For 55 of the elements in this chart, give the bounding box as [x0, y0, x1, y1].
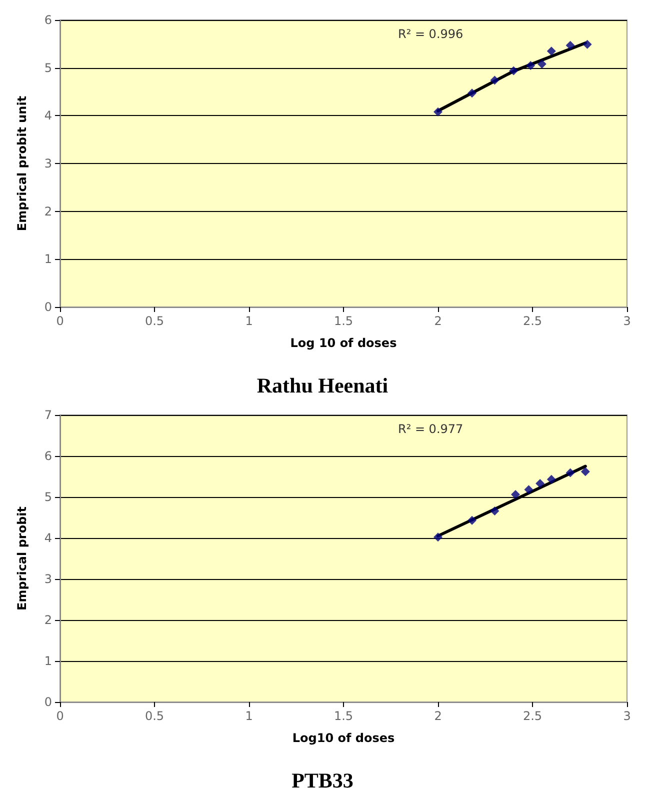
annotation: R² = 0.977 — [398, 422, 464, 436]
y-tick-label: 4 — [44, 108, 52, 123]
x-axis-title: Log10 of doses — [292, 731, 395, 745]
point — [490, 506, 500, 516]
x-tick-label: 3 — [623, 314, 631, 328]
x-tick-label: 1 — [245, 314, 253, 328]
annotation: R² = 0.996 — [398, 27, 464, 41]
y-tick-label: 0 — [44, 300, 52, 314]
y-tick-label: 3 — [44, 156, 52, 170]
point — [566, 468, 575, 478]
y-tick-label: 5 — [44, 490, 52, 504]
point — [434, 107, 442, 116]
text: Rathu Heenati — [256, 374, 388, 398]
point — [546, 46, 556, 56]
x-tick-label: 2 — [434, 314, 442, 328]
y-tick-label: 5 — [44, 60, 52, 75]
x-tick-label: 1.5 — [334, 709, 354, 723]
text: PTB33 — [292, 768, 354, 792]
x-tick-label: 1 — [245, 709, 253, 723]
point — [468, 516, 477, 525]
y-tick-label: 6 — [44, 13, 52, 27]
point — [434, 532, 442, 542]
point — [536, 478, 545, 488]
x-tick-label: 0.5 — [144, 709, 164, 723]
x-tick-label: 3 — [623, 709, 631, 723]
y-tick-label: 3 — [44, 572, 52, 586]
y-tick-label: 1 — [44, 654, 52, 668]
y-tick-label: 2 — [44, 204, 52, 218]
x-tick-label: 0.5 — [144, 314, 164, 328]
point — [526, 60, 536, 70]
point — [582, 40, 592, 49]
point — [537, 60, 546, 69]
point — [490, 76, 500, 85]
y-tick-label: 1 — [44, 252, 52, 266]
y-axis-title: Emprical probit unit — [15, 96, 29, 232]
y-tick-label: 2 — [44, 613, 52, 627]
point — [509, 66, 518, 76]
x-tick-label: 2.5 — [522, 314, 542, 328]
x-tick-label: 2 — [434, 709, 442, 723]
point — [510, 490, 520, 500]
y-tick-label: 4 — [44, 531, 52, 545]
point — [468, 88, 477, 98]
x-tick-label: 2.5 — [522, 709, 542, 723]
y-tick-label: 6 — [44, 449, 52, 463]
point — [524, 485, 534, 494]
point — [566, 40, 575, 50]
x-axis-title: Log 10 of doses — [290, 336, 397, 350]
x-tick-label: 0 — [56, 709, 64, 723]
y-tick-label: 0 — [44, 695, 52, 709]
point — [546, 474, 556, 484]
point — [580, 467, 590, 476]
x-tick-label: 1.5 — [334, 314, 354, 328]
x-tick-label: 0 — [56, 314, 64, 328]
y-tick-label: 7 — [44, 408, 52, 422]
y-axis-title: Emprical probit — [15, 506, 29, 611]
